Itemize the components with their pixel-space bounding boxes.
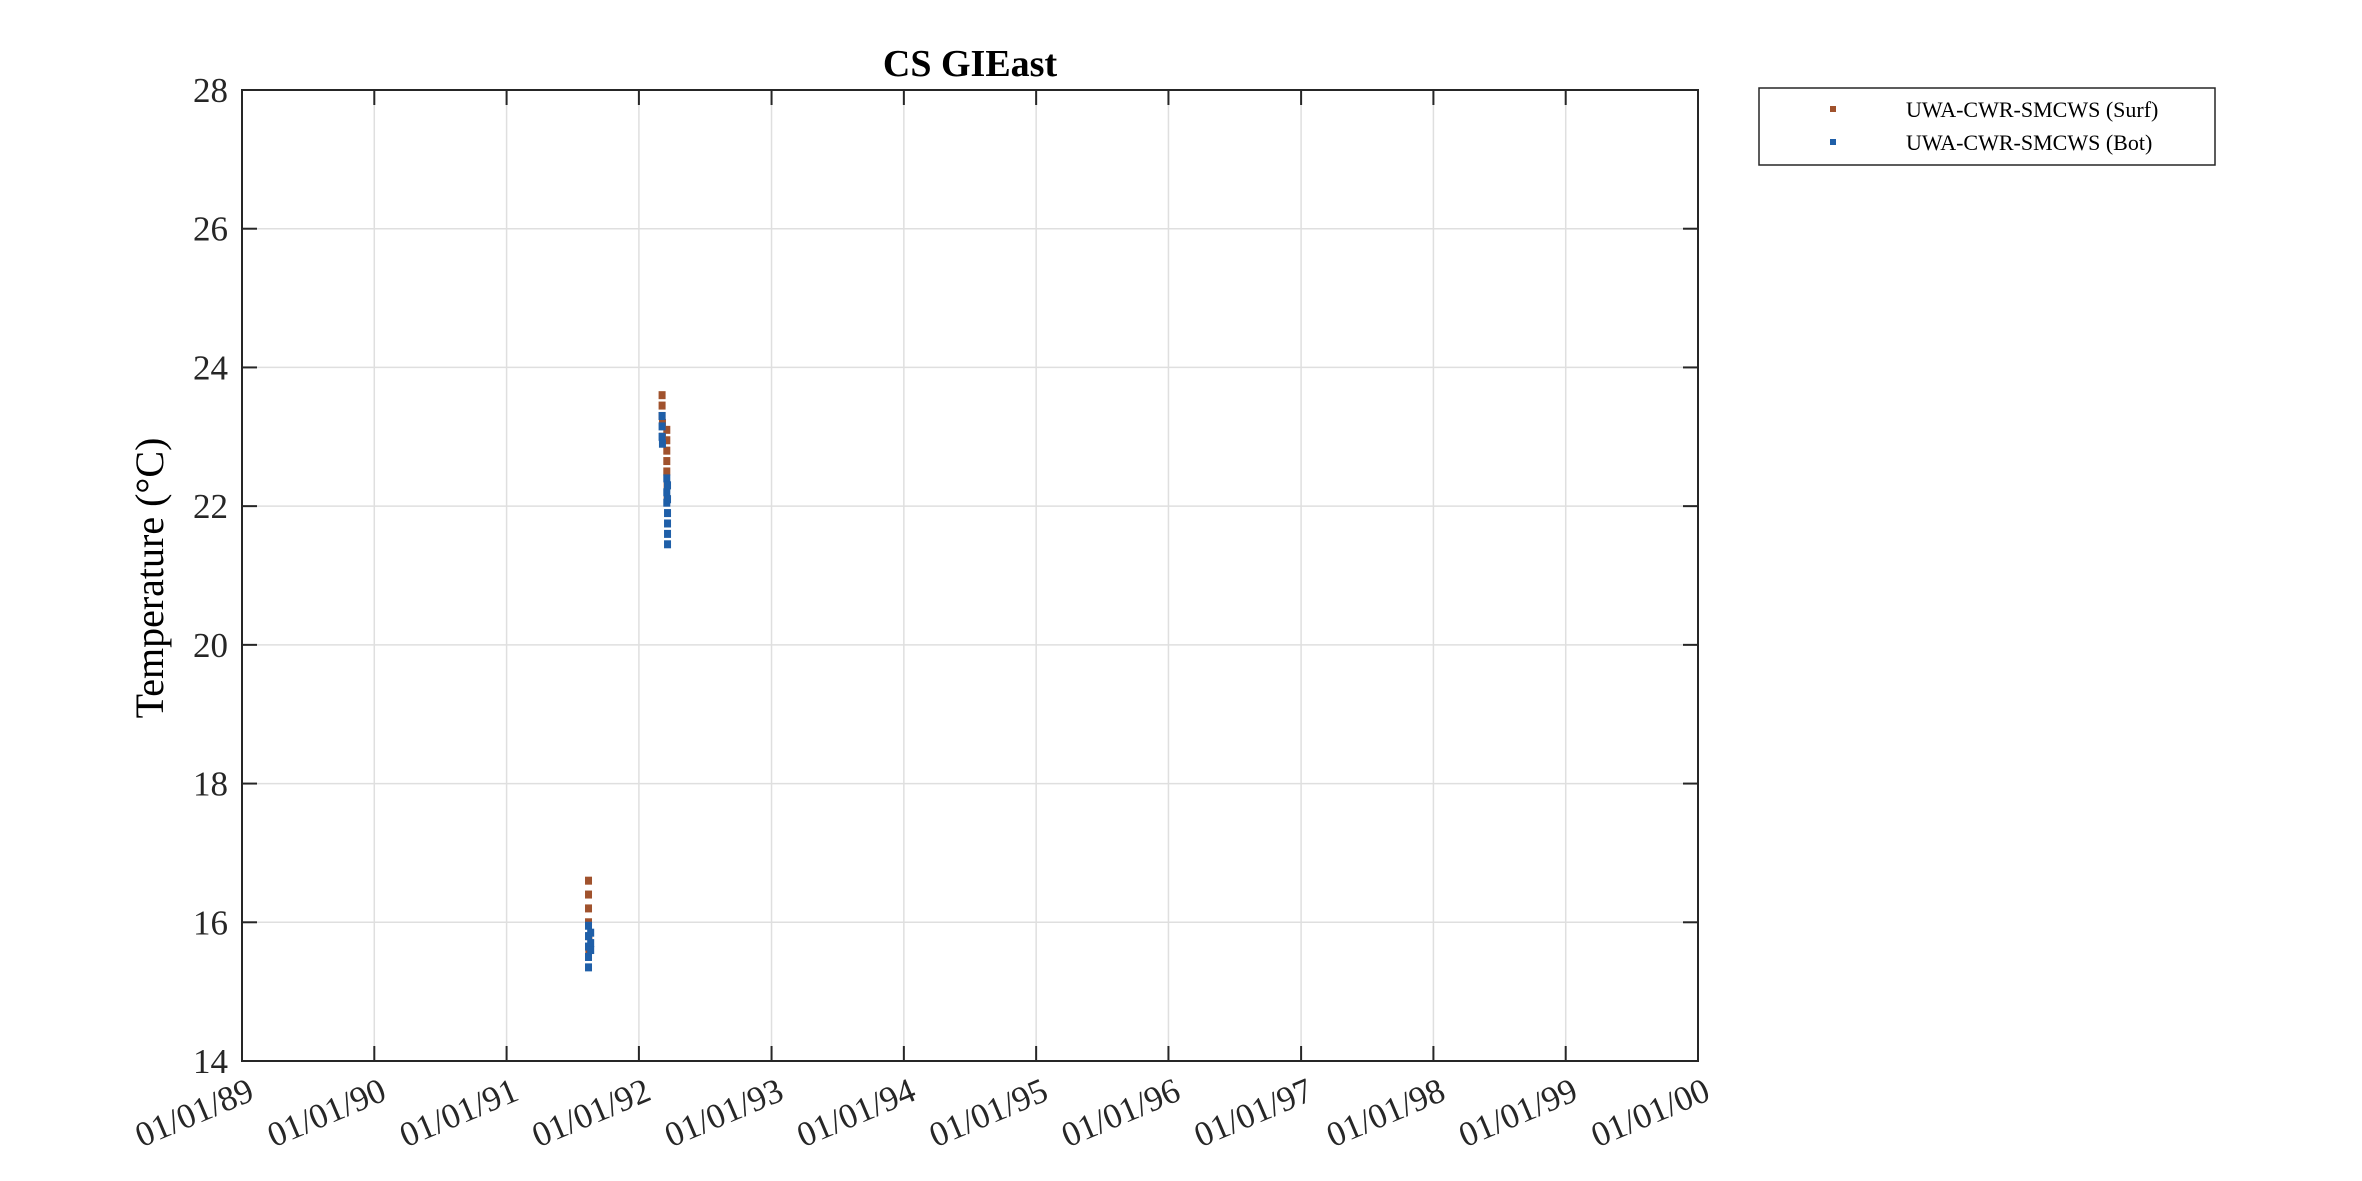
bot-point: [658, 411, 666, 420]
bot-point: [587, 939, 595, 948]
bot-point: [664, 540, 672, 549]
surf-point: [585, 876, 593, 885]
surf-point: [585, 890, 593, 899]
bot-point: [658, 439, 666, 448]
surf-point: [663, 467, 671, 476]
surf-point: [658, 391, 666, 400]
surf-point: [585, 904, 593, 913]
bot-point: [585, 963, 593, 972]
y-tick-label: 18: [193, 765, 228, 804]
legend-marker-surf: [1830, 106, 1836, 112]
plot-frame: [241, 89, 1699, 1062]
y-tick-label: 16: [193, 903, 228, 942]
surf-point: [663, 446, 671, 455]
y-tick-label: 28: [193, 71, 228, 110]
bot-point: [663, 474, 671, 483]
legend-label-surf: UWA-CWR-SMCWS (Surf): [1906, 97, 2158, 122]
bot-point: [664, 519, 672, 528]
y-tick-label: 26: [193, 210, 228, 249]
chart-title: CS GIEast: [883, 43, 1058, 85]
bot-point: [585, 952, 593, 961]
bot-point: [587, 928, 595, 937]
surf-point: [658, 401, 666, 410]
y-tick-label: 22: [193, 487, 228, 526]
y-tick-label: 14: [193, 1042, 228, 1081]
plot-area: [242, 90, 1698, 1061]
bot-point: [587, 946, 595, 955]
y-tick-label: 20: [193, 626, 228, 665]
legend: UWA-CWR-SMCWS (Surf) UWA-CWR-SMCWS (Bot): [1758, 87, 2216, 166]
bot-point: [664, 495, 672, 504]
bot-point: [585, 921, 593, 930]
data-marks: [585, 391, 672, 972]
y-tick-label: 24: [193, 348, 228, 387]
bot-point: [664, 481, 672, 490]
bot-point: [663, 488, 671, 497]
legend-label-bot: UWA-CWR-SMCWS (Bot): [1906, 130, 2152, 155]
y-tick-labels: 14 16 18 20 22 24 26 28: [193, 71, 228, 1081]
legend-box: [1758, 87, 2216, 166]
bot-point: [658, 422, 666, 431]
surf-point: [663, 436, 671, 445]
surf-point: [663, 457, 671, 466]
surf-point: [663, 425, 671, 434]
legend-marker-bot: [1830, 139, 1836, 145]
y-axis-label: Temperature (°C): [127, 438, 172, 719]
bot-point: [658, 432, 666, 441]
bot-point: [664, 509, 672, 518]
axis-ticks: [241, 89, 1699, 1062]
bot-point: [664, 529, 672, 538]
